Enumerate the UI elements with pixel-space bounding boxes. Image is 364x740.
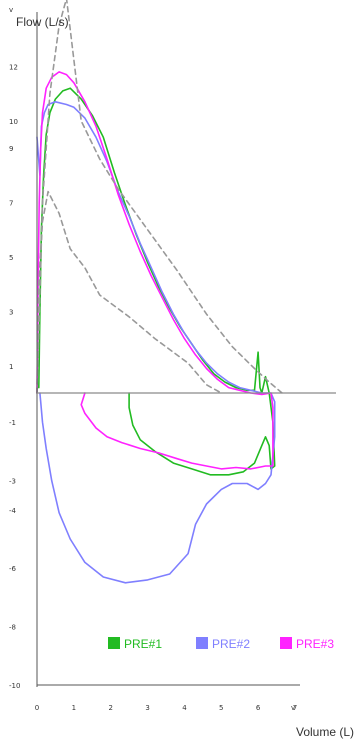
x-tick-label: 4 [182,704,187,712]
y-tick-label: -6 [9,565,17,573]
legend-swatch [108,637,120,649]
x-tick-label: 3 [145,704,149,712]
y-tick-label: -1 [9,419,16,427]
x-axis-title: Volume (L) [296,725,354,739]
legend-label: PRE#1 [124,637,162,651]
x-tick-label: 2 [108,704,112,712]
y-tick-label: 1 [9,363,13,371]
x-axis-end-mark: v [291,704,295,712]
x-tick-label: 0 [35,704,39,712]
legend: PRE#1 PRE#2 PRE#3 [108,637,334,651]
y-tick-label: 9 [9,145,13,153]
y-tick-label: 7 [9,200,13,208]
y-tick-label: -4 [9,507,17,515]
y-axis-end-mark: v [9,6,13,14]
y-axis-title: Flow (L/s) [16,15,69,29]
x-tick-label: 6 [256,704,261,712]
x-tick-label: 1 [72,704,76,712]
series-layer [36,0,283,584]
y-tick-label: -8 [9,624,16,632]
y-tick-label: -10 [9,682,20,690]
series-line-pre2 [36,101,276,584]
x-tick-label: 5 [219,704,223,712]
y-tick-label: 10 [9,118,18,126]
legend-label: PRE#2 [212,637,250,651]
x-tick-label: 7 [293,704,297,712]
series-line-pre3 [36,71,274,470]
predicted-curve [36,190,223,394]
legend-label: PRE#3 [296,637,334,651]
y-tick-label: 3 [9,308,13,316]
axis-layer [36,12,336,687]
predicted-curve [36,0,283,394]
y-tick-label: 5 [9,254,13,262]
legend-swatch [280,637,292,649]
y-tick-label: 12 [9,63,18,71]
y-tick-label: -3 [9,478,16,486]
legend-swatch [196,637,208,649]
series-line-pre1 [38,87,276,476]
